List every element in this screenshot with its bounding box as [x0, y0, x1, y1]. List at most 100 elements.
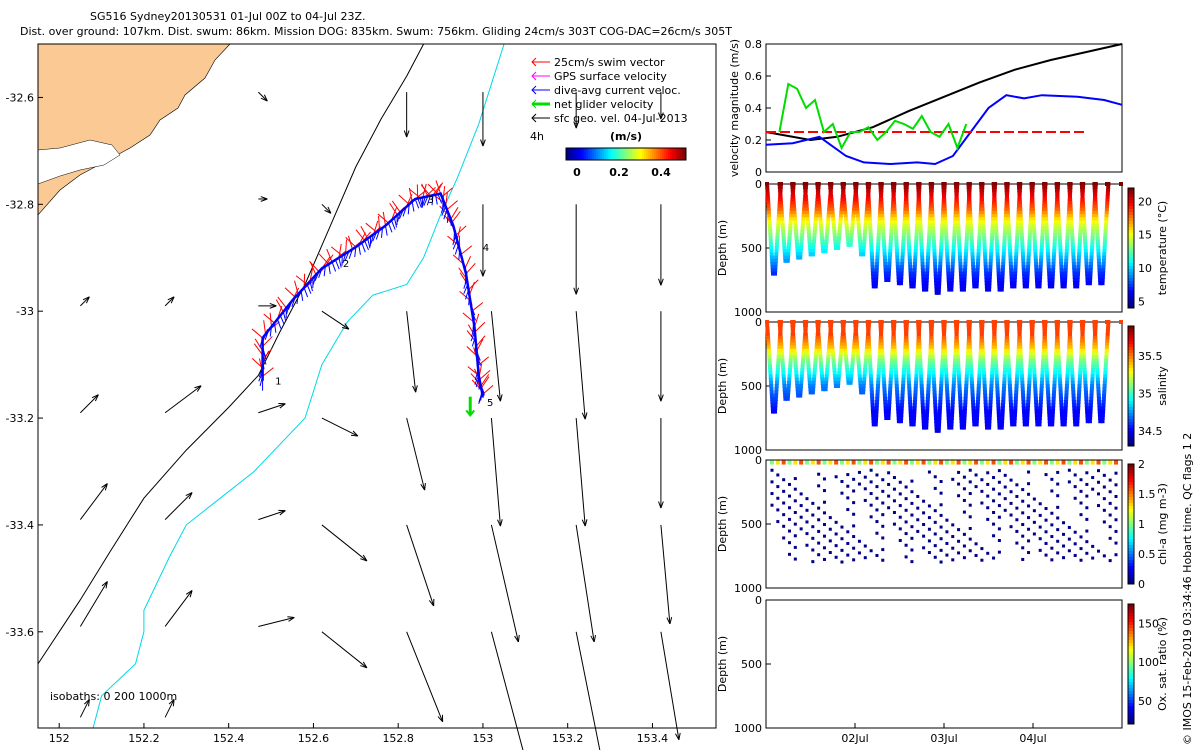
colorbar-cell: [1128, 566, 1134, 570]
profile-point: [1043, 207, 1048, 212]
profile-point: [870, 258, 875, 263]
profile-point: [1089, 252, 1094, 257]
profile-point: [979, 326, 984, 331]
profile-point: [966, 214, 971, 218]
profile-point: [1085, 416, 1090, 420]
profile-point: [933, 400, 938, 404]
profile-point: [937, 274, 942, 279]
profile-point: [1007, 233, 1012, 238]
profile-point: [1046, 393, 1051, 398]
profile-point: [1027, 380, 1032, 385]
swim-vector: [309, 260, 320, 272]
dive-avg-current-vector: [358, 244, 361, 255]
profile-point: [950, 396, 955, 401]
profile-point: [774, 390, 779, 395]
profile-point: [781, 230, 786, 234]
profile-point: [789, 352, 794, 356]
profile-point: [995, 252, 1000, 257]
profile-point: [969, 380, 974, 385]
profile-point: [808, 390, 813, 395]
chl-deep-point: [881, 548, 885, 552]
profile-point: [1022, 416, 1027, 420]
profile-point: [1052, 390, 1057, 395]
profile-point: [1015, 371, 1020, 376]
profile-point: [814, 348, 819, 353]
profile-point: [907, 249, 912, 254]
profile-point: [965, 223, 970, 228]
profile-point: [787, 371, 792, 376]
profile-point: [1076, 396, 1081, 401]
profile-point: [777, 323, 782, 328]
profile-point: [878, 210, 883, 215]
profile-point: [975, 400, 980, 404]
profile-point: [946, 268, 951, 273]
chl-surface-point: [1009, 460, 1014, 465]
profile-point: [1076, 262, 1081, 266]
profile-point: [966, 188, 971, 193]
profile-point: [795, 249, 800, 254]
profile-point: [1070, 374, 1075, 379]
profile-point: [1022, 412, 1027, 417]
profile-point: [944, 368, 949, 372]
dive-avg-current-vector: [303, 287, 309, 298]
chl-deep-point: [957, 482, 961, 486]
profile-point: [957, 380, 962, 385]
chl-deep-point: [793, 487, 797, 491]
profile-point: [810, 390, 815, 395]
profile-point: [902, 355, 907, 360]
profile-point: [1018, 204, 1023, 209]
profile-point: [1019, 226, 1024, 231]
profile-point: [1066, 361, 1071, 366]
profile-point: [1051, 396, 1056, 401]
profile-point: [1055, 188, 1059, 193]
profile-point: [1091, 352, 1096, 356]
profile-point: [879, 198, 884, 202]
profile-point: [945, 387, 950, 392]
profile-point: [791, 194, 796, 199]
chl-deep-point: [863, 487, 867, 491]
profile-point: [1040, 374, 1045, 379]
chl-deep-point: [910, 479, 914, 483]
profile-point: [1034, 403, 1039, 408]
profile-point: [817, 210, 822, 215]
profile-point: [842, 201, 847, 206]
chl-deep-point: [1032, 532, 1036, 536]
profile-point: [989, 377, 994, 382]
colorbar-cell: [1128, 197, 1134, 201]
profile-point: [841, 188, 846, 193]
chl-deep-point: [933, 555, 937, 559]
profile-point: [1041, 217, 1046, 222]
profile-point: [805, 358, 810, 363]
profile-point: [876, 239, 881, 244]
colorbar-cell: [1128, 491, 1134, 495]
profile-point: [798, 255, 803, 260]
colorbar-cell: [1128, 233, 1134, 237]
profile-point: [818, 358, 823, 363]
profile-point: [888, 387, 893, 392]
profile-point: [1094, 358, 1099, 363]
profile-point: [1075, 278, 1080, 282]
profile-point: [891, 329, 896, 334]
map-axes-frame: [37, 43, 717, 729]
profile-point: [1009, 274, 1014, 279]
chl-deep-point: [910, 560, 914, 564]
colorbar-cell: [1128, 548, 1134, 552]
colorbar-cell: [1128, 560, 1134, 564]
profile-point: [959, 287, 964, 292]
profile-point: [919, 387, 924, 392]
profile-point: [788, 364, 793, 369]
profile-point: [1007, 371, 1012, 376]
profile-point: [844, 364, 849, 369]
profile-point: [866, 188, 871, 193]
profile-point: [1103, 361, 1108, 366]
profile-point: [838, 223, 843, 228]
profile-point: [930, 214, 935, 218]
profile-point: [975, 265, 980, 270]
profile-point: [786, 252, 791, 257]
profile-point: [1084, 265, 1089, 270]
profile-point: [770, 400, 775, 404]
colorbar-cell: [566, 148, 569, 160]
profile-point: [780, 358, 785, 363]
chl-deep-point: [869, 480, 873, 484]
profile-point: [852, 342, 857, 347]
